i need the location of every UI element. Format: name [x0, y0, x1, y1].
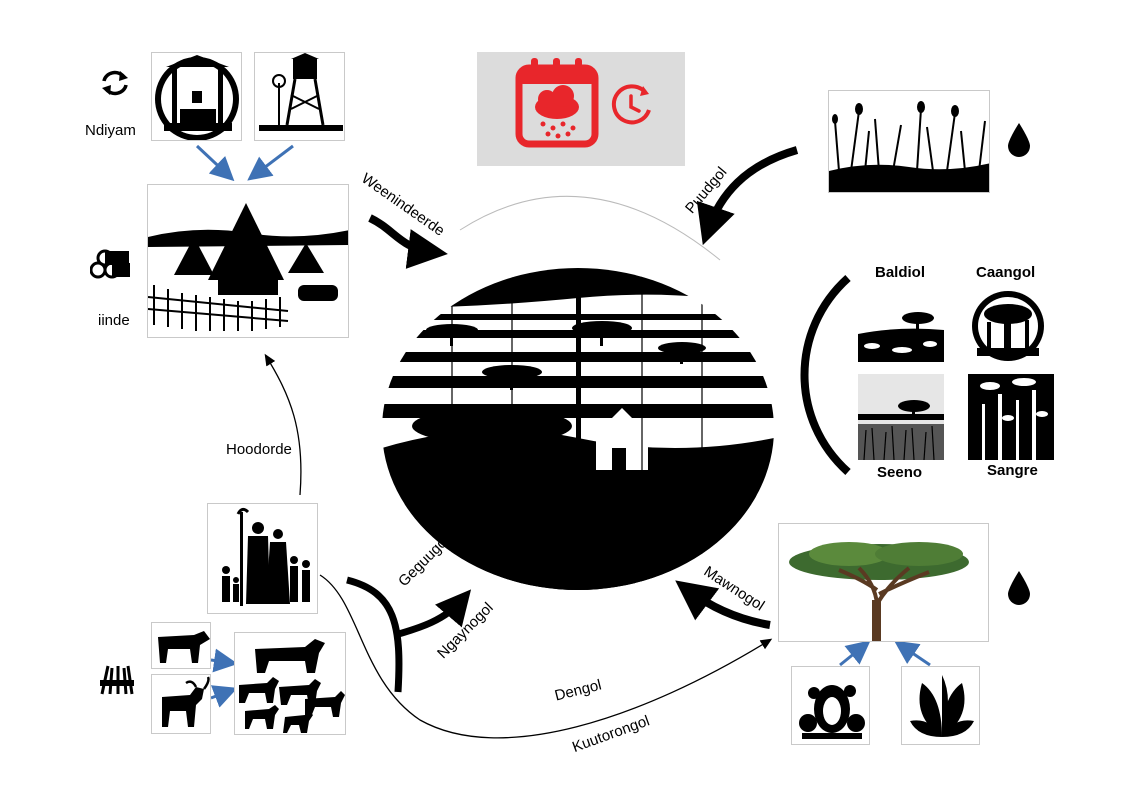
dengol-arrow: [319, 574, 773, 739]
label-sangre: Sangre: [987, 462, 1038, 479]
firewood-icon: [90, 249, 130, 279]
cattle-arrow-2: [210, 685, 238, 708]
seeno-image: [858, 374, 944, 460]
clock-refresh-icon: [611, 84, 651, 125]
baldiol-image: [858, 300, 944, 362]
geguugol-branch: [394, 589, 472, 639]
caangol-image: [971, 290, 1045, 362]
central-landscape: [382, 268, 774, 590]
hay-bundle-icon: [100, 665, 134, 695]
fruits-image: [791, 666, 870, 745]
mawnogol-arrow: [675, 580, 771, 629]
cattle-image-1: [151, 622, 211, 669]
cattle-arrow-1: [210, 648, 238, 673]
label-ndiyam: Ndiyam: [85, 122, 136, 139]
label-baldiol: Baldiol: [875, 264, 926, 281]
acacia-tree-image: [778, 523, 989, 642]
water-drop-icon-2: [1008, 571, 1030, 605]
label-caangol: Caangol: [976, 264, 1036, 281]
herd-image: [234, 632, 346, 735]
tower-to-village-arrow: [247, 144, 294, 181]
well-to-village-arrow: [195, 144, 235, 182]
leaves-image: [901, 666, 980, 745]
vegetation-bracket: [800, 275, 851, 475]
family-image: [207, 503, 318, 614]
fruit-to-tree-arrow: [839, 640, 871, 667]
sangre-image: [968, 374, 1054, 460]
hoodorde-arrow: [264, 353, 302, 496]
calendar-rain-icon: [515, 58, 599, 148]
label-hoodorde: Hoodorde: [226, 441, 292, 458]
label-seeno: Seeno: [877, 464, 923, 481]
geguugol-arrow: [346, 576, 403, 693]
label-iinde: iinde: [98, 312, 130, 329]
circle-top-arc: [459, 195, 721, 261]
water-drop-icon: [1008, 123, 1030, 157]
village-image: [147, 184, 349, 338]
leaf-to-tree-arrow: [894, 640, 931, 667]
rain-calendar-panel: [477, 52, 685, 166]
weenindeerde-arrow: [368, 214, 448, 269]
cattle-image-2: [151, 674, 211, 734]
refresh-icon: [102, 70, 128, 96]
grass-image: [828, 90, 990, 193]
well-image: [151, 52, 242, 141]
water-tower-image: [254, 52, 345, 141]
puudgol-arrow: [696, 146, 799, 246]
